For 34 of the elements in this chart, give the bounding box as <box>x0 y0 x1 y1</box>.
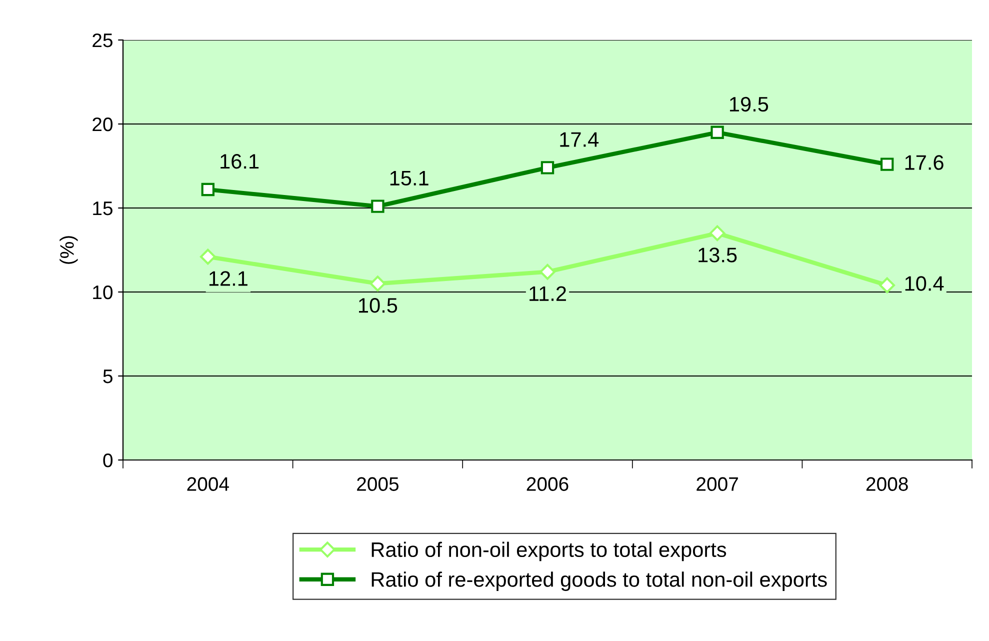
data-label: 10.5 <box>359 298 398 313</box>
point <box>879 277 896 294</box>
data-label: 15.1 <box>390 171 428 186</box>
legend-label: Ratio of re-exported goods to total non-oil exports <box>372 572 827 592</box>
data-label: 16.1 <box>220 154 259 169</box>
y-tick-label: 0 <box>103 453 113 468</box>
point <box>540 161 554 174</box>
data-label: 10.4 <box>905 276 944 291</box>
data-label: 17.6 <box>905 155 944 170</box>
x-tick-label: 2007 <box>696 477 738 491</box>
data-label: 13.5 <box>698 248 737 262</box>
x-tick-label: 2005 <box>357 477 399 491</box>
data-label: 19.5 <box>730 96 768 112</box>
data-label: 11.2 <box>530 286 566 301</box>
point <box>540 264 556 280</box>
point <box>370 276 386 292</box>
y-axis-title: (%) <box>60 236 78 264</box>
y-tick-label: 20 <box>92 117 113 132</box>
point <box>200 248 216 265</box>
y-tick-label: 15 <box>93 202 112 216</box>
y-tick-label: 5 <box>103 370 112 384</box>
point <box>709 225 726 242</box>
x-tick-label: 2008 <box>866 477 908 491</box>
point <box>880 158 894 171</box>
y-tick-label: 25 <box>92 33 112 48</box>
point <box>371 200 384 213</box>
x-tick-label: 2006 <box>526 477 568 491</box>
y-tick-label: 10 <box>93 285 113 300</box>
data-label: 17.4 <box>560 132 599 147</box>
point <box>710 126 724 139</box>
legend-label: Ratio of non-oil exports to total exports <box>372 542 726 562</box>
point <box>201 182 214 196</box>
data-label: 12.1 <box>209 271 248 286</box>
x-tick-label: 2004 <box>187 477 229 491</box>
